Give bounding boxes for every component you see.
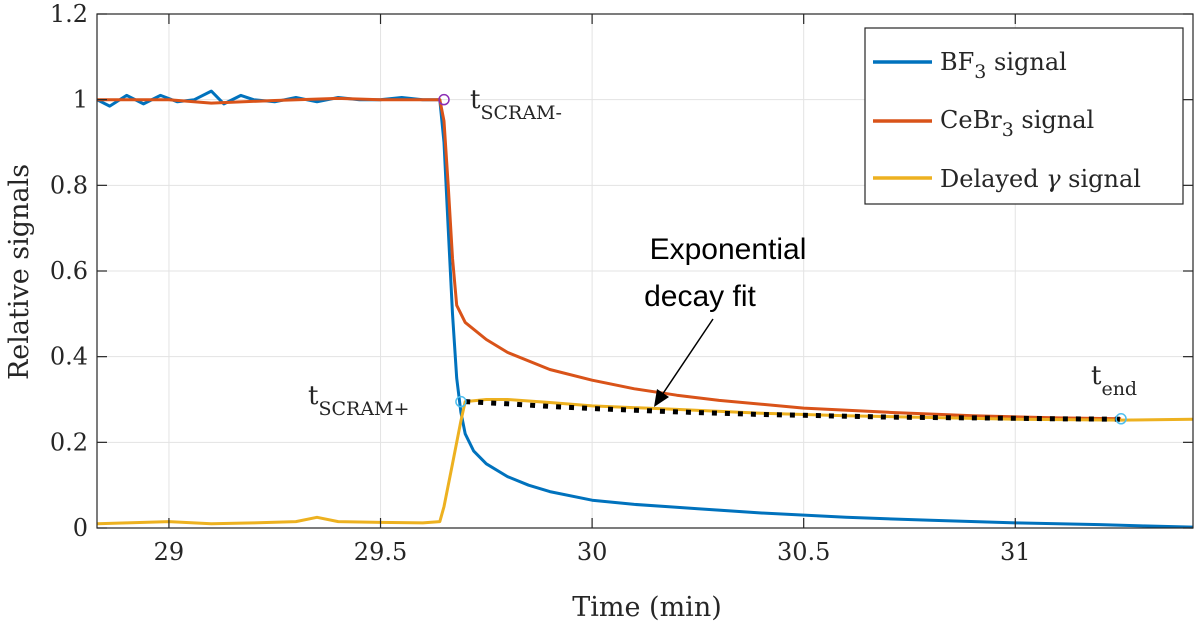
- t-scram-marker: [438, 93, 450, 106]
- fit-label-line2: decay fit: [644, 280, 756, 313]
- y-tick-label: 0: [73, 514, 88, 542]
- point-markers: [438, 93, 1127, 425]
- annotations: tSCRAM- tSCRAM+ tend Exponential decay f…: [308, 85, 1137, 420]
- legend-label-cebr3: CeBr3 signal: [940, 106, 1094, 141]
- x-tick-label: 29: [154, 538, 185, 566]
- fit-label-line1: Exponential: [650, 233, 807, 266]
- x-tick-label: 30: [577, 538, 608, 566]
- x-tick-label: 30.5: [777, 538, 830, 566]
- t-scram-minus-label: tSCRAM-: [470, 85, 562, 124]
- fit-arrow-head: [654, 389, 669, 407]
- y-tick-label: 1.2: [50, 0, 88, 28]
- legend-box: [864, 27, 1184, 205]
- x-tick-label: 29.5: [354, 538, 407, 566]
- y-tick-label: 0.6: [50, 257, 88, 285]
- fit-arrow-shaft: [659, 318, 714, 399]
- y-tick-label: 0.8: [50, 171, 88, 199]
- axis-ticks: 29 29.5 30 30.5 31 0 0.2 0.4 0.6 0.8 1 1.2: [50, 0, 1193, 566]
- y-tick-label: 1: [73, 86, 88, 114]
- legend: BF3 signal CeBr3 signal Delayed γ signal: [864, 27, 1184, 205]
- t-scram-marker: [455, 395, 467, 408]
- y-tick-label: 0.2: [50, 428, 88, 456]
- t-end-label: tend: [1091, 361, 1137, 400]
- x-axis-label: Time (min): [572, 592, 722, 623]
- t-end-marker: [1115, 413, 1127, 425]
- plot-area: [96, 89, 1194, 529]
- legend-label-delayed-gamma: Delayed γ signal: [940, 165, 1141, 193]
- t-scram-plus-label: tSCRAM+: [308, 381, 409, 420]
- y-tick-label: 0.4: [50, 343, 88, 371]
- y-axis-label: Relative signals: [4, 164, 35, 380]
- legend-label-bf3: BF3 signal: [940, 48, 1067, 83]
- series-line-exponential-decay-fit: [465, 399, 1122, 422]
- x-tick-label: 31: [1000, 538, 1031, 566]
- series-line-cebr3-signal: [97, 96, 1122, 421]
